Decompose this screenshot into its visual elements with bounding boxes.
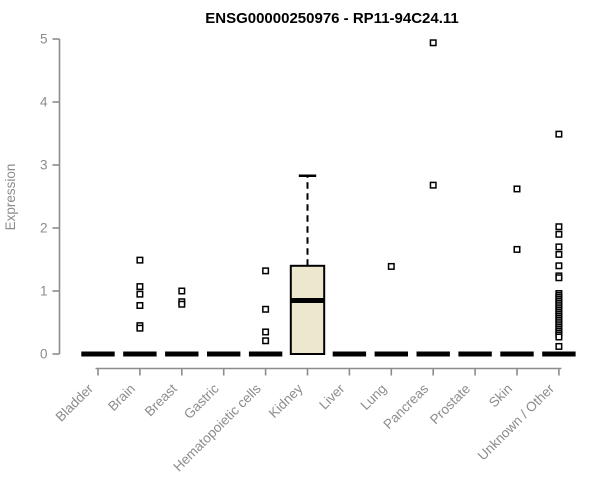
y-axis-title: Expression xyxy=(3,164,18,231)
collapsed-box-bar xyxy=(81,351,115,357)
chart-title: ENSG00000250976 - RP11-94C24.11 xyxy=(205,10,459,27)
collapsed-box-bar xyxy=(542,351,576,357)
box-group xyxy=(374,351,408,357)
outlier-point xyxy=(262,337,270,345)
outlier-point xyxy=(429,39,437,47)
box-body xyxy=(289,264,326,355)
outlier-point xyxy=(136,324,144,332)
box-group xyxy=(542,351,576,357)
y-tick-label: 1 xyxy=(40,284,48,299)
box-group xyxy=(248,351,283,357)
collapsed-box-bar xyxy=(500,351,534,357)
outlier-point xyxy=(555,250,563,258)
x-tick-label: Pancreas xyxy=(380,381,431,432)
collapsed-box-bar xyxy=(165,351,199,357)
box-group xyxy=(123,351,157,357)
x-tick-label: Breast xyxy=(142,381,180,419)
box-group xyxy=(289,174,326,355)
outlier-point xyxy=(513,185,521,193)
outlier-point xyxy=(387,262,395,270)
x-tick-label: Kidney xyxy=(266,381,306,421)
x-tick-label: Gastric xyxy=(181,381,222,422)
collapsed-box-bar xyxy=(458,351,492,357)
collapsed-box-bar xyxy=(207,351,241,357)
outliers-layer xyxy=(136,39,563,350)
y-tick-label: 2 xyxy=(40,221,48,236)
outlier-point xyxy=(136,283,144,291)
y-tick-label: 0 xyxy=(40,347,48,362)
box-group xyxy=(81,351,115,357)
x-tick-label: Bladder xyxy=(53,381,97,425)
outlier-point xyxy=(555,262,563,270)
outlier-point xyxy=(555,333,563,341)
outlier-point xyxy=(429,181,437,189)
y-tick-label: 3 xyxy=(40,158,48,173)
x-tick-label: Brain xyxy=(105,381,138,414)
collapsed-box-bar xyxy=(123,351,157,357)
outlier-point xyxy=(555,130,563,138)
x-tick-label: Liver xyxy=(316,381,348,413)
outlier-point xyxy=(136,301,144,309)
outlier-point xyxy=(136,256,144,264)
y-tick-label: 5 xyxy=(40,32,48,47)
box-group xyxy=(165,351,199,357)
outlier-point xyxy=(262,328,270,336)
outlier-point xyxy=(555,223,563,231)
outlier-point xyxy=(555,274,563,282)
outlier-point xyxy=(178,300,186,308)
x-tick-label: Skin xyxy=(486,381,515,410)
outlier-point xyxy=(136,290,144,298)
x-tick-label: Lung xyxy=(358,381,390,413)
outlier-point xyxy=(555,243,563,251)
outlier-point xyxy=(178,287,186,295)
outlier-point xyxy=(555,342,563,350)
collapsed-box-bar xyxy=(374,351,408,357)
x-tick-label: Unknown / Other xyxy=(475,381,558,464)
collapsed-box-bar xyxy=(332,351,367,357)
x-tick-label: Prostate xyxy=(427,381,473,427)
box-group xyxy=(332,351,367,357)
outlier-point xyxy=(262,305,270,313)
collapsed-box-bar xyxy=(416,351,450,357)
outlier-point xyxy=(262,267,270,275)
box-group xyxy=(458,351,492,357)
boxes-layer xyxy=(81,174,576,357)
box-group xyxy=(500,351,534,357)
y-tick-label: 4 xyxy=(40,95,48,110)
outlier-point xyxy=(513,245,521,253)
box-group xyxy=(207,351,241,357)
collapsed-box-bar xyxy=(248,351,283,357)
box-group xyxy=(416,351,450,357)
outlier-point xyxy=(555,230,563,238)
